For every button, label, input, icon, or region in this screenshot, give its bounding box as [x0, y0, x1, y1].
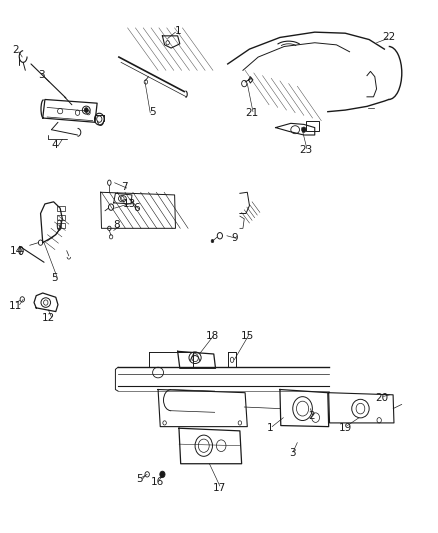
- Text: 3: 3: [38, 70, 45, 79]
- Text: 4: 4: [51, 140, 58, 150]
- Text: 19: 19: [339, 423, 352, 433]
- Text: 9: 9: [231, 233, 237, 244]
- Bar: [57, 223, 65, 228]
- Text: 2: 2: [308, 411, 314, 421]
- Text: 22: 22: [382, 33, 396, 43]
- Text: 2: 2: [12, 45, 19, 55]
- Text: 18: 18: [206, 332, 219, 342]
- Ellipse shape: [160, 471, 165, 478]
- Text: 13: 13: [123, 199, 136, 209]
- Bar: [306, 120, 319, 131]
- Text: 12: 12: [41, 313, 55, 324]
- Text: 16: 16: [151, 477, 164, 487]
- Bar: [57, 215, 65, 220]
- Text: 21: 21: [245, 108, 258, 118]
- Text: 1: 1: [174, 26, 181, 36]
- Text: 14: 14: [10, 246, 23, 256]
- Text: 11: 11: [9, 301, 22, 311]
- Ellipse shape: [84, 108, 88, 112]
- Text: 5: 5: [137, 474, 143, 483]
- Text: 20: 20: [376, 393, 389, 403]
- Text: 5: 5: [149, 107, 156, 117]
- Text: 17: 17: [212, 482, 226, 492]
- Text: 23: 23: [300, 145, 313, 155]
- Text: 7: 7: [121, 182, 127, 192]
- Text: 5: 5: [51, 273, 58, 283]
- Text: 6: 6: [133, 203, 140, 213]
- Text: 1: 1: [267, 423, 274, 433]
- Ellipse shape: [302, 127, 306, 132]
- Text: 3: 3: [289, 448, 295, 458]
- Bar: [57, 206, 65, 212]
- Text: 15: 15: [240, 332, 254, 342]
- Ellipse shape: [211, 239, 214, 243]
- Text: 8: 8: [113, 220, 120, 230]
